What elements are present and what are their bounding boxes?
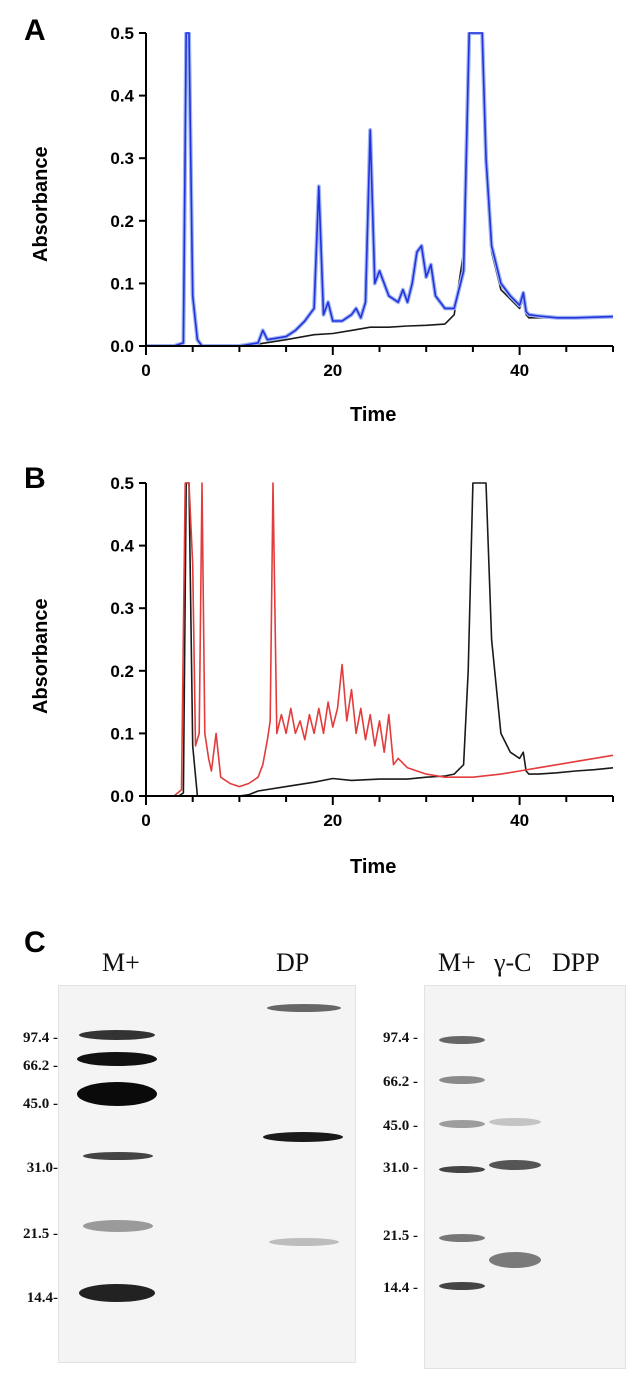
panel-label-a: A	[24, 14, 46, 47]
chart-b: 0.0 0.1 0.2 0.3 0.4 0.5 0 20 40	[110, 474, 614, 830]
chart-b-x-tick-label: 20	[323, 811, 342, 830]
band	[489, 1118, 541, 1126]
chart-b-y-tick-label: 0.4	[110, 537, 134, 556]
band	[267, 1004, 341, 1012]
gel-right-lane-gamma-c: γ-C	[494, 948, 532, 977]
gel-left-marker: 21.5 -	[23, 1226, 58, 1242]
gel-left-marker: 66.2 -	[23, 1058, 58, 1074]
gel-right-marker: 45.0 -	[383, 1118, 418, 1134]
panel-label-c: C	[24, 926, 46, 959]
gel-left-lane-dp: DP	[276, 948, 310, 977]
chart-b-series-black	[146, 482, 613, 796]
band	[269, 1238, 339, 1246]
gel-left-marker: 14.4-	[26, 1290, 58, 1306]
chart-a-x-tick-label: 20	[323, 361, 342, 380]
chart-b-y-tick-label: 0.0	[110, 787, 134, 806]
chart-b-x-tick-label: 40	[510, 811, 529, 830]
gel-right-lane-dpp: DPP	[552, 948, 600, 977]
chart-a-series-blue-halo	[146, 32, 613, 346]
chart-a-x-tick-label: 40	[510, 361, 529, 380]
chart-b-y-tick-label: 0.2	[110, 662, 134, 681]
band	[439, 1076, 485, 1084]
band	[439, 1234, 485, 1242]
band	[439, 1036, 485, 1044]
panel-label-b: B	[24, 462, 46, 495]
chart-a-y-tick-label: 0.2	[110, 212, 134, 231]
gel-right-marker: 31.0 -	[383, 1160, 418, 1176]
gel-right-marker: 97.4 -	[383, 1030, 418, 1046]
gel-right-marker: 21.5 -	[383, 1228, 418, 1244]
chart-b-x-tick-label: 0	[141, 811, 150, 830]
gel-left	[58, 985, 356, 1363]
chart-a-y-tick-label: 0.3	[110, 149, 134, 168]
gel-right-marker: 66.2 -	[383, 1074, 418, 1090]
gel-left-marker: 31.0-	[26, 1160, 58, 1176]
chart-a-series-black	[146, 32, 613, 346]
gel-right-marker: 14.4 -	[383, 1280, 418, 1296]
chart-a-series-blue	[146, 32, 613, 346]
band	[83, 1152, 153, 1160]
chart-a-y-tick-label: 0.5	[110, 24, 134, 43]
band	[79, 1284, 155, 1302]
band	[83, 1220, 153, 1232]
band	[489, 1160, 541, 1170]
chart-a-xlabel: Time	[350, 404, 397, 426]
gel-left-marker: 97.4 -	[23, 1030, 58, 1046]
band	[263, 1132, 343, 1142]
chart-a-x-tick-label: 0	[141, 361, 150, 380]
band	[79, 1030, 155, 1040]
chart-a-y-tick-label: 0.4	[110, 87, 134, 106]
gel-left-lane-m: M+	[102, 948, 140, 977]
band	[77, 1082, 157, 1106]
chart-b-y-tick-label: 0.3	[110, 599, 134, 618]
band	[439, 1282, 485, 1290]
gel-right-lane-m: M+	[438, 948, 476, 977]
chart-b-series-red	[146, 482, 613, 796]
chart-a: 0.0 0.1 0.2 0.3 0.4 0.5 0 20 40	[110, 24, 614, 380]
chart-a-y-tick-label: 0.1	[110, 274, 134, 293]
band	[77, 1052, 157, 1066]
chart-a-y-tick-label: 0.0	[110, 337, 134, 356]
band	[489, 1252, 541, 1268]
chart-b-y-tick-label: 0.5	[110, 474, 134, 493]
band	[439, 1166, 485, 1173]
band	[439, 1120, 485, 1128]
gel-left-marker: 45.0 -	[23, 1096, 58, 1112]
gel-right	[424, 985, 626, 1369]
chart-b-y-tick-label: 0.1	[110, 724, 134, 743]
chart-b-xlabel: Time	[350, 856, 397, 878]
